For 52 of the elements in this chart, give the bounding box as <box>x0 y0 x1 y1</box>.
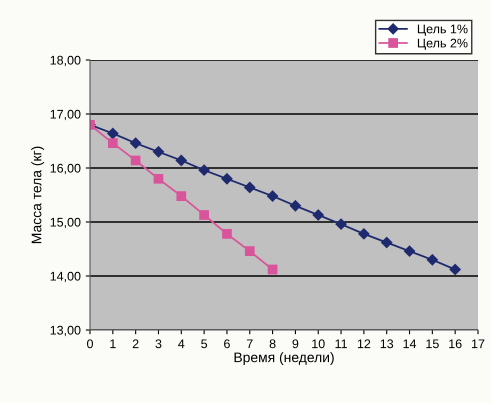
x-tick-label: 15 <box>426 339 439 348</box>
point <box>107 128 118 140</box>
x-tick-label: 13 <box>380 339 394 348</box>
point <box>108 138 118 148</box>
point <box>199 210 209 220</box>
x-tick-label: 6 <box>224 339 230 348</box>
x-tick-label: 8 <box>270 339 276 348</box>
y-tick-label: 14,00 <box>50 272 80 282</box>
y-tick-label: 16,00 <box>50 164 80 174</box>
point <box>266 190 278 202</box>
x-tick-label: 16 <box>449 339 462 348</box>
point <box>244 246 255 256</box>
point <box>244 182 256 194</box>
point <box>426 254 438 266</box>
point <box>176 154 187 166</box>
legend-label: Цель 1% <box>418 24 468 36</box>
point <box>176 191 186 201</box>
x-tick-label: 4 <box>178 339 184 348</box>
point <box>130 138 142 149</box>
x-tick-label: 1 <box>110 339 116 348</box>
x-tick-label: 11 <box>336 339 347 348</box>
legend-label: Цель 2% <box>418 38 468 50</box>
point <box>290 200 302 212</box>
point <box>152 146 164 158</box>
point <box>222 229 232 239</box>
x-tick-label: 7 <box>246 339 253 348</box>
point <box>381 236 392 248</box>
x-tick-label: 2 <box>132 339 138 348</box>
point <box>221 173 233 184</box>
point <box>450 264 461 276</box>
y-axis-title: Масса тела (кг) <box>31 146 44 244</box>
point <box>335 218 347 230</box>
x-tick-label: 10 <box>312 339 325 348</box>
x-tick-label: 14 <box>404 339 416 348</box>
x-tick-label: 5 <box>201 339 208 348</box>
x-tick-label: 12 <box>358 339 370 348</box>
point <box>268 264 278 274</box>
x-tick-label: 3 <box>155 339 162 348</box>
y-tick-label: 13,00 <box>50 326 80 336</box>
x-tick-label: 0 <box>87 339 93 348</box>
x-tick-label: 17 <box>472 339 484 348</box>
point <box>198 164 210 176</box>
point <box>154 174 164 184</box>
y-tick-label: 18,00 <box>50 56 80 66</box>
point <box>404 246 416 257</box>
point <box>312 209 324 221</box>
y-tick-label: 17,00 <box>50 110 80 120</box>
x-axis-title: Время (недели) <box>234 352 334 366</box>
x-tick-label: 9 <box>292 339 298 348</box>
point <box>358 228 370 240</box>
point <box>130 156 141 166</box>
y-tick-label: 15,00 <box>50 218 80 228</box>
